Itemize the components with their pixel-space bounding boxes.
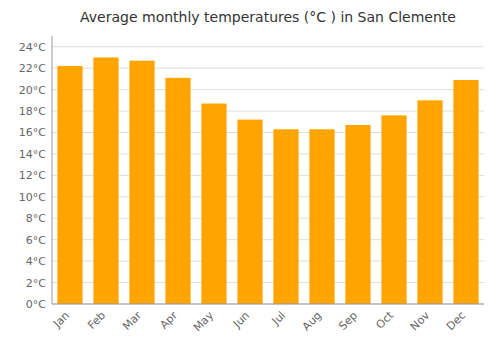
bars xyxy=(57,57,478,304)
bar xyxy=(129,61,154,304)
y-tick-label: 16°C xyxy=(19,126,46,139)
chart-container: Average monthly temperatures (°C ) in Sa… xyxy=(0,0,500,350)
y-axis-line xyxy=(52,36,53,304)
x-tick-label: Apr xyxy=(157,309,180,332)
bar xyxy=(201,104,226,304)
bar xyxy=(273,129,298,304)
x-tick-label: Oct xyxy=(373,308,396,331)
y-tick-label: 24°C xyxy=(19,41,46,54)
bar xyxy=(345,125,370,304)
y-tick-label: 4°C xyxy=(26,255,46,268)
y-tick-label: 20°C xyxy=(19,84,46,97)
y-tick-label: 14°C xyxy=(19,148,46,161)
x-tick-label: Dec xyxy=(444,309,468,333)
y-tick-label: 2°C xyxy=(26,277,46,290)
y-tick-label: 18°C xyxy=(19,105,46,118)
grid-line xyxy=(52,304,484,305)
y-tick-label: 0°C xyxy=(26,298,46,311)
y-tick-label: 10°C xyxy=(19,191,46,204)
title: Average monthly temperatures (°C ) in Sa… xyxy=(80,9,456,25)
bar xyxy=(381,115,406,304)
y-grid xyxy=(52,47,484,304)
x-tick-label: Feb xyxy=(85,309,108,332)
x-axis-line xyxy=(52,304,484,305)
chart: Average monthly temperatures (°C ) in Sa… xyxy=(0,0,500,350)
y-tick-label: 22°C xyxy=(19,62,46,75)
bar xyxy=(93,57,118,304)
y-tick-label: 8°C xyxy=(26,212,46,225)
x-tick-label: Jun xyxy=(230,309,252,331)
x-tick-label: Aug xyxy=(300,309,324,333)
x-tick-label: Sep xyxy=(336,309,360,333)
y-tick-label: 6°C xyxy=(26,234,46,247)
x-tick-label: Mar xyxy=(120,309,144,333)
bar xyxy=(165,78,190,304)
x-tick-label: Jul xyxy=(269,309,288,328)
bar xyxy=(237,120,262,304)
grid-line xyxy=(52,46,484,47)
bar xyxy=(453,80,478,304)
bar xyxy=(417,100,442,304)
x-tick-label: Nov xyxy=(408,309,433,334)
bar xyxy=(309,129,334,304)
x-tick-label: May xyxy=(191,309,217,335)
bar xyxy=(57,66,82,304)
x-tick-label: Jan xyxy=(50,309,72,331)
y-tick-label: 12°C xyxy=(19,169,46,182)
